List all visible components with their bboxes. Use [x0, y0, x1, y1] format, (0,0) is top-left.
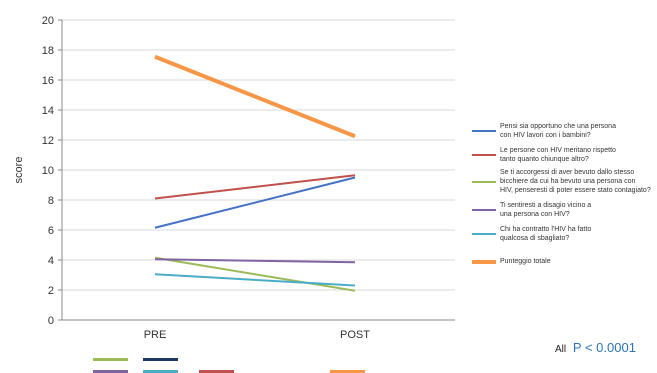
- y-tick-label-12: 12: [42, 135, 54, 147]
- y-tick-label-10: 10: [42, 165, 54, 177]
- series-line-3: [154, 256, 356, 292]
- y-tick-label-0: 0: [48, 315, 54, 327]
- legend-swatch-2: [472, 154, 496, 156]
- bottom-swatch-green: [93, 358, 128, 361]
- legend-label-2: Le persone con HIV meritano rispetto tan…: [500, 147, 616, 163]
- y-tick-label-2: 2: [48, 285, 54, 297]
- y-tick-label-14: 14: [42, 105, 54, 117]
- y-tick-label-20: 20: [42, 15, 54, 27]
- legend-swatch-6: [472, 259, 496, 264]
- legend-item-4: Ti sentiresti a disagio vicino a una per…: [470, 201, 655, 219]
- legend-label-1: Pensi sia opportuno che una persona con …: [500, 123, 616, 139]
- y-tick-label-16: 16: [42, 75, 54, 87]
- series-line-2: [154, 174, 356, 200]
- legend-label-3: Se ti accorgessi di aver bevuto dallo st…: [500, 169, 651, 194]
- legend-swatch-5: [472, 233, 496, 235]
- p-value-annotation: All P < 0.0001: [555, 340, 636, 355]
- y-tick-label-18: 18: [42, 45, 54, 57]
- legend-swatch-1: [472, 130, 496, 132]
- legend-item-5: Chi ha contratto l'HIV ha fatto qualcosa…: [470, 225, 655, 243]
- y-tick-label-6: 6: [48, 225, 54, 237]
- p-value-text: P < 0.0001: [572, 340, 636, 355]
- x-tick-label-pre: PRE: [144, 329, 167, 341]
- bottom-swatch-teal: [143, 370, 178, 373]
- x-tick-label-post: POST: [340, 329, 370, 341]
- legend: Pensi sia opportuno che una persona con …: [470, 122, 655, 266]
- series-line-6: [154, 54, 356, 139]
- y-axis-title: score: [13, 157, 25, 184]
- bottom-swatch-red: [199, 370, 234, 373]
- legend-swatch-3: [472, 180, 496, 183]
- y-tick-label-4: 4: [48, 255, 54, 267]
- bottom-swatch-purple: [93, 370, 128, 373]
- legend-label-5: Chi ha contratto l'HIV ha fatto qualcosa…: [500, 226, 592, 242]
- y-tick-label-8: 8: [48, 195, 54, 207]
- legend-label-4: Ti sentiresti a disagio vicino a una per…: [500, 202, 592, 218]
- bottom-swatch-orange: [330, 370, 365, 373]
- legend-item-3: Se ti accorgessi di aver bevuto dallo st…: [470, 168, 655, 195]
- legend-item-2: Le persone con HIV meritano rispetto tan…: [470, 146, 655, 164]
- legend-label-6: Punteggio totale: [500, 258, 551, 265]
- legend-item-6: Punteggio totale: [470, 257, 655, 266]
- p-value-prefix: All: [555, 344, 567, 355]
- legend-swatch-4: [472, 209, 496, 211]
- series-line-1: [154, 176, 356, 229]
- series-line-5: [154, 273, 356, 287]
- legend-item-1: Pensi sia opportuno che una persona con …: [470, 122, 655, 140]
- series-line-4: [154, 258, 356, 264]
- bottom-swatch-blue: [143, 358, 178, 361]
